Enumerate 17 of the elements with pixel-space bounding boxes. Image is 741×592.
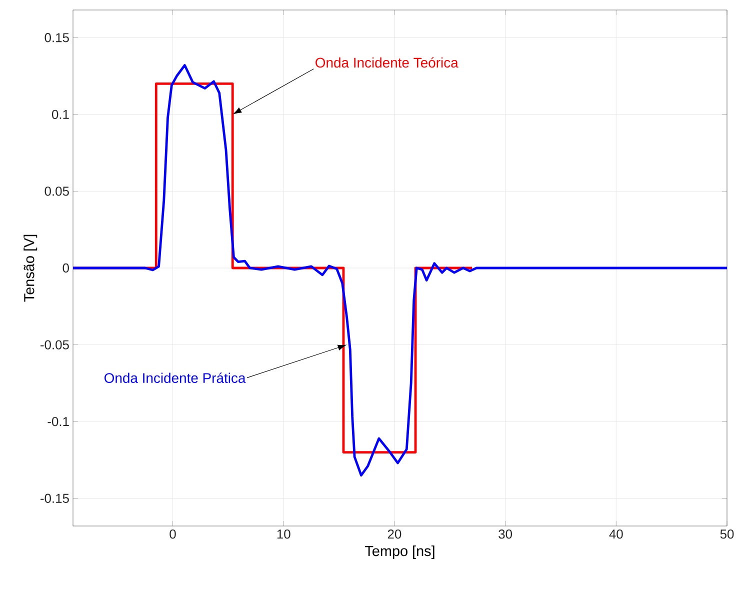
x-tick-label: 20 bbox=[388, 530, 402, 539]
x-tick-label: 0 bbox=[170, 530, 176, 539]
y-tick-label: 0 bbox=[62, 263, 69, 273]
y-tick-label: 0.15 bbox=[44, 33, 69, 42]
x-tick-label: 40 bbox=[609, 530, 623, 539]
y-tick-label: -0.15 bbox=[40, 494, 69, 503]
y-tick-label: -0.05 bbox=[40, 340, 69, 350]
x-axis-title: Tempo [ns] bbox=[365, 546, 434, 559]
x-tick-label: 30 bbox=[498, 530, 512, 539]
y-tick-label: -0.1 bbox=[48, 416, 69, 426]
x-tick-label: 50 bbox=[720, 530, 734, 539]
y-axis-title: Tensão [V] bbox=[24, 234, 38, 302]
x-tick-label: 10 bbox=[277, 530, 290, 539]
annotation: Onda Incidente Prática bbox=[104, 372, 246, 383]
y-tick-label: 0.05 bbox=[44, 186, 69, 196]
y-tick-label: 0.1 bbox=[52, 110, 69, 120]
annotation: Onda Incidente Teórica bbox=[316, 57, 458, 68]
